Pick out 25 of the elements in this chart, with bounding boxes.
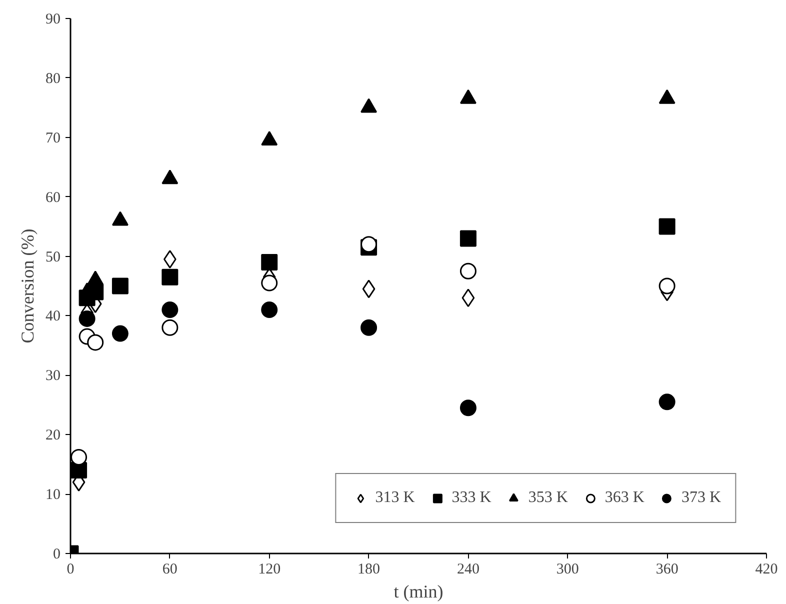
x-tick-label: 60 bbox=[162, 562, 178, 578]
y-tick-label: 50 bbox=[46, 249, 60, 266]
x-tick-label: 420 bbox=[755, 562, 778, 578]
x-axis-title: t (min) bbox=[394, 582, 444, 602]
x-tick-label: 300 bbox=[556, 562, 579, 578]
legend-label: 353 K bbox=[528, 489, 568, 507]
y-axis-title: Conversion (%) bbox=[18, 228, 38, 344]
y-tick-label: 70 bbox=[46, 130, 60, 146]
legend-label: 313 K bbox=[375, 489, 415, 507]
y-tick-label: 0 bbox=[53, 546, 60, 562]
y-tick-label: 40 bbox=[46, 308, 60, 325]
legend-label: 333 K bbox=[452, 489, 492, 507]
x-tick-label: 360 bbox=[656, 562, 678, 578]
y-tick-label: 30 bbox=[46, 368, 60, 384]
y-tick-label: 90 bbox=[46, 12, 60, 28]
legend-label: 363 K bbox=[604, 489, 644, 507]
y-tick-label: 20 bbox=[46, 428, 60, 444]
y-tick-label: 60 bbox=[46, 190, 60, 206]
x-tick-label: 240 bbox=[456, 562, 480, 578]
x-tick-label: 120 bbox=[258, 562, 281, 578]
y-tick-label: 80 bbox=[46, 70, 60, 87]
legend-label: 373 K bbox=[681, 489, 721, 507]
y-tick-label: 10 bbox=[46, 487, 60, 504]
x-tick-label: 0 bbox=[66, 562, 74, 578]
x-tick-label: 180 bbox=[358, 562, 380, 578]
